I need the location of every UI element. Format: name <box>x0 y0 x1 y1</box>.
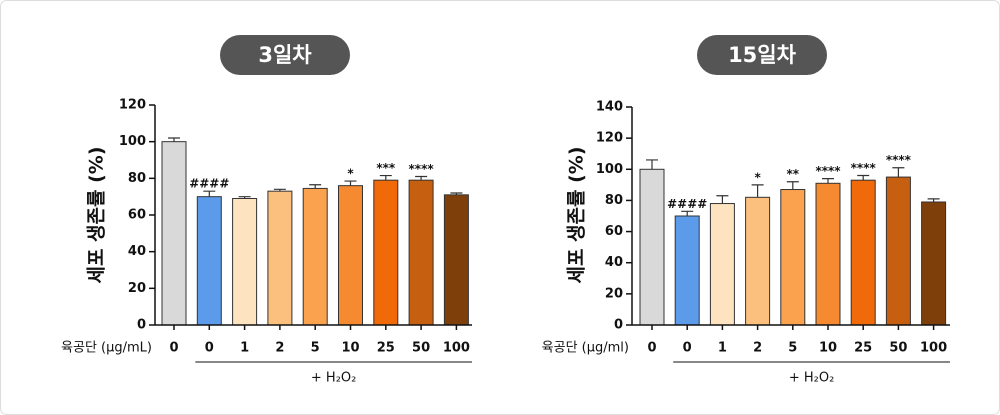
y-tick-label: 0 <box>137 318 146 333</box>
significance-label: * <box>347 167 354 181</box>
error-bar <box>379 174 392 181</box>
group-label: + H₂O₂ <box>311 371 356 386</box>
y-tick-label: 0 <box>614 318 623 333</box>
error-bar <box>203 190 216 197</box>
error-bar <box>309 184 322 189</box>
bar <box>639 168 665 326</box>
error-bar <box>450 192 463 195</box>
error-bar <box>751 184 764 198</box>
bar <box>780 189 806 326</box>
x-tick-label: 1 <box>718 341 727 356</box>
y-tick-label: 20 <box>605 286 623 301</box>
significance-label: #### <box>189 177 229 191</box>
title-pill <box>220 35 350 75</box>
bar <box>850 179 876 326</box>
bar <box>921 201 947 326</box>
x-tick-label: 50 <box>889 341 907 356</box>
x-tick-label: 25 <box>377 341 395 356</box>
x-axis-label: 육공단 (μg/mL) <box>61 341 152 356</box>
significance-label: #### <box>667 197 707 211</box>
error-bar <box>892 167 905 178</box>
error-bar <box>168 137 180 142</box>
x-tick-label: 100 <box>920 341 947 356</box>
x-tick-label: 5 <box>311 341 320 356</box>
y-tick-label: 40 <box>605 255 623 270</box>
y-tick-label: 60 <box>128 208 146 223</box>
y-tick-label: 20 <box>128 281 146 296</box>
chart-title: 15일차 <box>728 43 797 67</box>
bar <box>745 196 771 326</box>
error-bar <box>857 174 870 181</box>
y-axis-label: 세포 생존률 (%) <box>86 146 108 283</box>
bar <box>709 203 735 326</box>
x-tick-label: 2 <box>753 341 762 356</box>
x-tick-label: 10 <box>341 341 359 356</box>
x-tick-label: 0 <box>205 341 214 356</box>
y-tick-label: 60 <box>605 224 623 239</box>
error-bar <box>786 181 799 190</box>
bar <box>196 196 222 326</box>
significance-label: **** <box>851 161 877 175</box>
x-tick-label: 0 <box>647 341 656 356</box>
bar <box>338 185 363 326</box>
bar <box>674 215 700 326</box>
error-bar <box>646 159 658 170</box>
y-tick-label: 80 <box>128 171 146 186</box>
x-axis-label: 육공단 (μg/ml) <box>542 341 629 356</box>
y-tick-label: 120 <box>119 98 146 113</box>
x-tick-label: 5 <box>788 341 797 356</box>
significance-label: **** <box>815 164 841 178</box>
significance-label: **** <box>886 153 912 167</box>
bar <box>232 198 258 326</box>
bar <box>443 194 469 326</box>
error-bar <box>415 175 428 181</box>
bar <box>161 141 187 326</box>
x-tick-label: 1 <box>240 341 249 356</box>
y-tick-label: 100 <box>596 162 623 177</box>
chart-title: 3일차 <box>258 43 312 67</box>
x-tick-label: 50 <box>412 341 430 356</box>
x-tick-label: 10 <box>819 341 837 356</box>
y-tick-label: 40 <box>128 244 146 259</box>
error-bar <box>344 180 357 186</box>
y-axis-label: 세포 생존률 (%) <box>566 146 588 283</box>
significance-label: ** <box>787 167 800 181</box>
x-tick-label: 25 <box>854 341 872 356</box>
bar <box>267 190 293 326</box>
x-tick-label: 2 <box>275 341 284 356</box>
y-tick-label: 140 <box>596 100 623 115</box>
title-pill <box>697 35 827 75</box>
y-tick-label: 100 <box>119 134 146 149</box>
bar <box>408 179 434 326</box>
significance-label: *** <box>376 161 396 175</box>
x-tick-label: 0 <box>169 341 178 356</box>
bar <box>815 182 841 326</box>
bar <box>302 187 328 326</box>
x-tick-label: 100 <box>443 341 470 356</box>
error-bar <box>822 178 834 184</box>
y-tick-label: 120 <box>596 131 623 146</box>
error-bar <box>681 210 694 216</box>
bar <box>885 176 911 326</box>
error-bar <box>273 188 286 192</box>
error-bar <box>238 196 251 199</box>
bar <box>373 179 399 326</box>
error-bar <box>716 195 729 204</box>
significance-label: **** <box>409 162 435 176</box>
error-bar <box>927 198 940 202</box>
group-label: + H₂O₂ <box>789 371 834 386</box>
significance-label: * <box>754 170 761 184</box>
x-tick-label: 0 <box>683 341 692 356</box>
y-tick-label: 80 <box>605 193 623 208</box>
